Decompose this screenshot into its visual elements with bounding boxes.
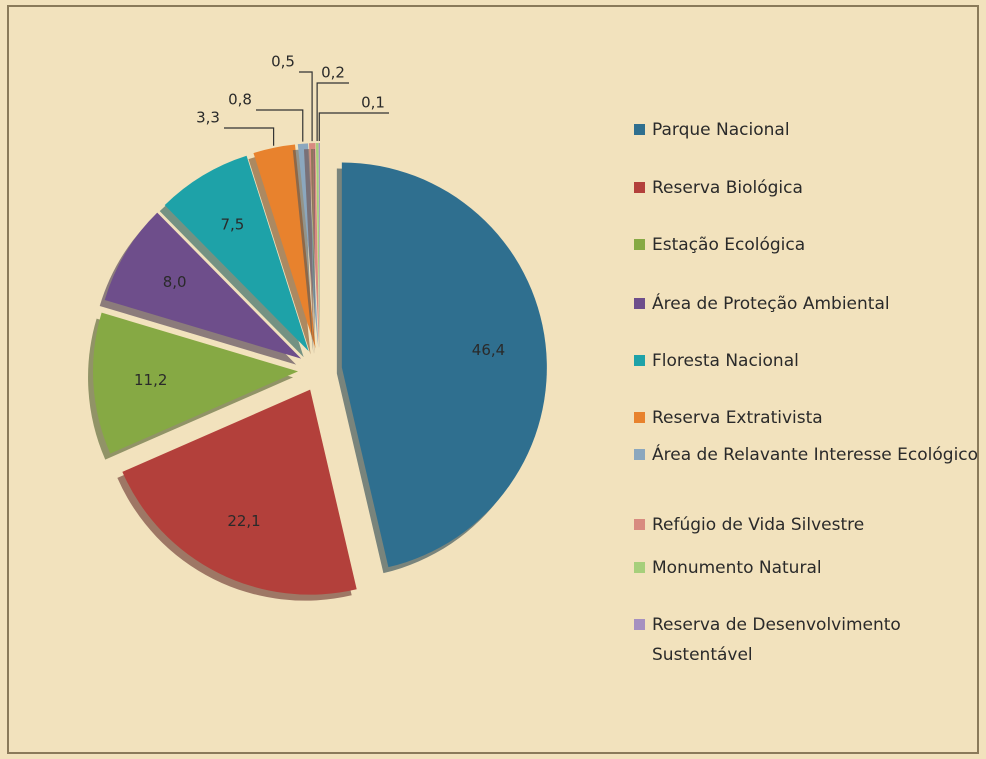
legend-swatch: [634, 239, 645, 250]
slice: [104, 212, 302, 359]
legend-swatch: [634, 562, 645, 573]
legend-item: Parque Nacional: [630, 115, 986, 145]
legend-item: Monumento Natural: [630, 553, 986, 583]
value-label: 8,0: [163, 273, 187, 291]
value-label: 7,5: [220, 215, 244, 233]
legend-label: Área de Proteção Ambiental: [652, 294, 890, 314]
legend-label: Floresta Nacional: [652, 351, 799, 371]
slice: [315, 143, 320, 349]
legend-label: Estação Ecológica: [652, 235, 806, 255]
legend-swatch: [634, 412, 645, 423]
legend-item: Refúgio de Vida Silvestre: [630, 510, 986, 540]
legend-swatch: [634, 298, 645, 309]
legend-swatch: [634, 619, 645, 630]
legend-swatch: [634, 355, 645, 366]
slice-depth: [292, 149, 314, 355]
slice: [308, 143, 320, 349]
value-label: 3,3: [196, 109, 220, 127]
legend-item: Reserva Extrativista: [630, 403, 986, 433]
legend-swatch: [634, 449, 645, 460]
frame: [7, 5, 979, 754]
legend-item: Área de Proteção Ambiental: [630, 289, 986, 319]
value-label: 0,5: [271, 53, 295, 71]
legend-item: Reserva de Desenvolvimento Sustentável: [630, 610, 986, 670]
slice: [164, 155, 309, 352]
legend-label: Área de Relavante Interesse Ecológico: [652, 445, 979, 465]
slice-depth: [313, 149, 315, 355]
legend-item: Área de Relavante Interesse Ecológico: [630, 440, 986, 470]
legend-label: Parque Nacional: [652, 120, 790, 140]
legend-label: Reserva de Desenvolvimento Sustentável: [652, 615, 901, 665]
slice-depth: [303, 149, 315, 355]
slice: [341, 162, 547, 568]
legend-label: Reserva Biológica: [652, 178, 803, 198]
value-label: 46,4: [472, 341, 505, 359]
slice: [93, 312, 299, 454]
legend-label: Refúgio de Vida Silvestre: [652, 515, 865, 535]
slice-depth: [310, 149, 315, 355]
leader-line: [318, 112, 389, 142]
legend-swatch: [634, 519, 645, 530]
value-label: 0,8: [228, 91, 252, 109]
legend-label: Reserva Extrativista: [652, 408, 823, 428]
value-label: 0,2: [321, 64, 345, 82]
legend-item: Floresta Nacional: [630, 346, 986, 376]
legend-swatch: [634, 182, 645, 193]
leader-line: [316, 82, 349, 142]
value-label: 11,2: [134, 371, 167, 389]
value-label: 22,1: [227, 512, 260, 530]
leader-line: [256, 109, 304, 142]
slice: [297, 143, 319, 349]
slice: [318, 143, 320, 349]
slice: [122, 389, 357, 595]
leader-line: [299, 71, 313, 142]
leader-line: [224, 127, 275, 146]
legend-swatch: [634, 124, 645, 135]
value-label: 0,1: [361, 94, 385, 112]
legend-item: Reserva Biológica: [630, 173, 986, 203]
legend-label: Monumento Natural: [652, 558, 822, 578]
legend-item: Estação Ecológica: [630, 230, 986, 260]
